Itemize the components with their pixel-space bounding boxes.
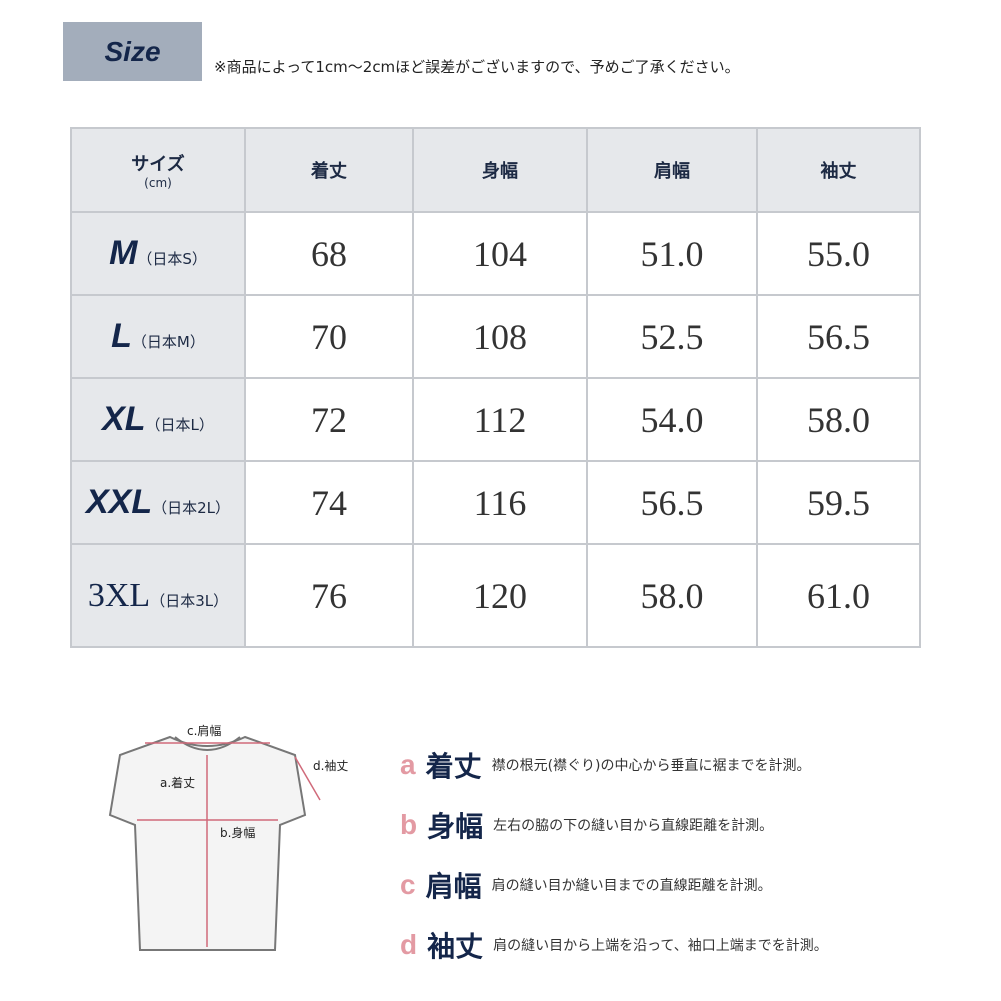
value-cell: 104 [412, 211, 588, 296]
legend-term: 袖丈 [427, 930, 484, 963]
legend-letter: a [400, 749, 416, 780]
size-cell: M（日本S） [70, 211, 246, 296]
legend-item: b 身幅 左右の脇の下の縫い目から直線距離を計測。 [400, 805, 773, 845]
column-header: 袖丈 [756, 127, 921, 213]
legend-letter: d [400, 929, 418, 960]
value-cell: 76 [244, 543, 414, 648]
label-d: d.袖丈 [313, 758, 348, 773]
legend-letter: b [400, 809, 418, 840]
legend-term: 肩幅 [425, 870, 482, 903]
value-cell: 51.0 [586, 211, 758, 296]
value-cell: 58.0 [756, 377, 921, 462]
size-badge: Size [63, 22, 202, 81]
value-cell: 108 [412, 294, 588, 379]
legend-item: d 袖丈 肩の縫い目から上端を沿って、袖口上端までを計測。 [400, 925, 828, 965]
value-cell: 58.0 [586, 543, 758, 648]
value-cell: 68 [244, 211, 414, 296]
value-cell: 74 [244, 460, 414, 545]
legend-letter: c [400, 869, 416, 900]
legend-desc: 肩の縫い目か縫い目までの直線距離を計測。 [491, 878, 772, 894]
legend-desc: 左右の脇の下の縫い目から直線距離を計測。 [493, 818, 774, 834]
size-cell: L（日本M） [70, 294, 246, 379]
tolerance-note: ※商品によって1cm〜2cmほど誤差がございますので、予めご了承ください。 [214, 58, 740, 76]
size-cell: XL（日本L） [70, 377, 246, 462]
table-row: M（日本S） 68 104 51.0 55.0 [70, 211, 921, 296]
legend-item: a 着丈 襟の根元(襟ぐり)の中心から垂直に裾までを計測。 [400, 745, 811, 785]
table-row: XXL（日本2L） 74 116 56.5 59.5 [70, 460, 921, 545]
legend-desc: 襟の根元(襟ぐり)の中心から垂直に裾までを計測。 [491, 758, 811, 774]
size-cell: XXL（日本2L） [70, 460, 246, 545]
column-header: 着丈 [244, 127, 414, 213]
legend-term: 身幅 [427, 810, 484, 843]
label-c: c.肩幅 [187, 723, 221, 738]
value-cell: 52.5 [586, 294, 758, 379]
value-cell: 61.0 [756, 543, 921, 648]
column-header: 身幅 [412, 127, 588, 213]
label-a: a.着丈 [160, 775, 195, 790]
size-header: サイズ (cm) [70, 127, 246, 213]
value-cell: 59.5 [756, 460, 921, 545]
value-cell: 56.5 [756, 294, 921, 379]
tshirt-diagram: c.肩幅 a.着丈 b.身幅 d.袖丈 [108, 723, 348, 951]
value-cell: 56.5 [586, 460, 758, 545]
value-cell: 116 [412, 460, 588, 545]
size-table: サイズ (cm) 着丈 身幅 肩幅 袖丈 M（日本S） 68 104 51.0 55.0 L… [70, 127, 921, 648]
size-cell: 3XL（日本3L） [70, 543, 246, 648]
legend-desc: 肩の縫い目から上端を沿って、袖口上端までを計測。 [493, 938, 828, 954]
legend-item: c 肩幅 肩の縫い目か縫い目までの直線距離を計測。 [400, 865, 772, 905]
value-cell: 70 [244, 294, 414, 379]
value-cell: 72 [244, 377, 414, 462]
value-cell: 112 [412, 377, 588, 462]
value-cell: 54.0 [586, 377, 758, 462]
legend-term: 着丈 [425, 750, 482, 783]
table-header: サイズ (cm) 着丈 身幅 肩幅 袖丈 [70, 127, 921, 213]
value-cell: 55.0 [756, 211, 921, 296]
table-row: XL（日本L） 72 112 54.0 58.0 [70, 377, 921, 462]
column-header: 肩幅 [586, 127, 758, 213]
label-b: b.身幅 [220, 825, 255, 840]
table-row: L（日本M） 70 108 52.5 56.5 [70, 294, 921, 379]
table-row: 3XL（日本3L） 76 120 58.0 61.0 [70, 543, 921, 648]
value-cell: 120 [412, 543, 588, 648]
